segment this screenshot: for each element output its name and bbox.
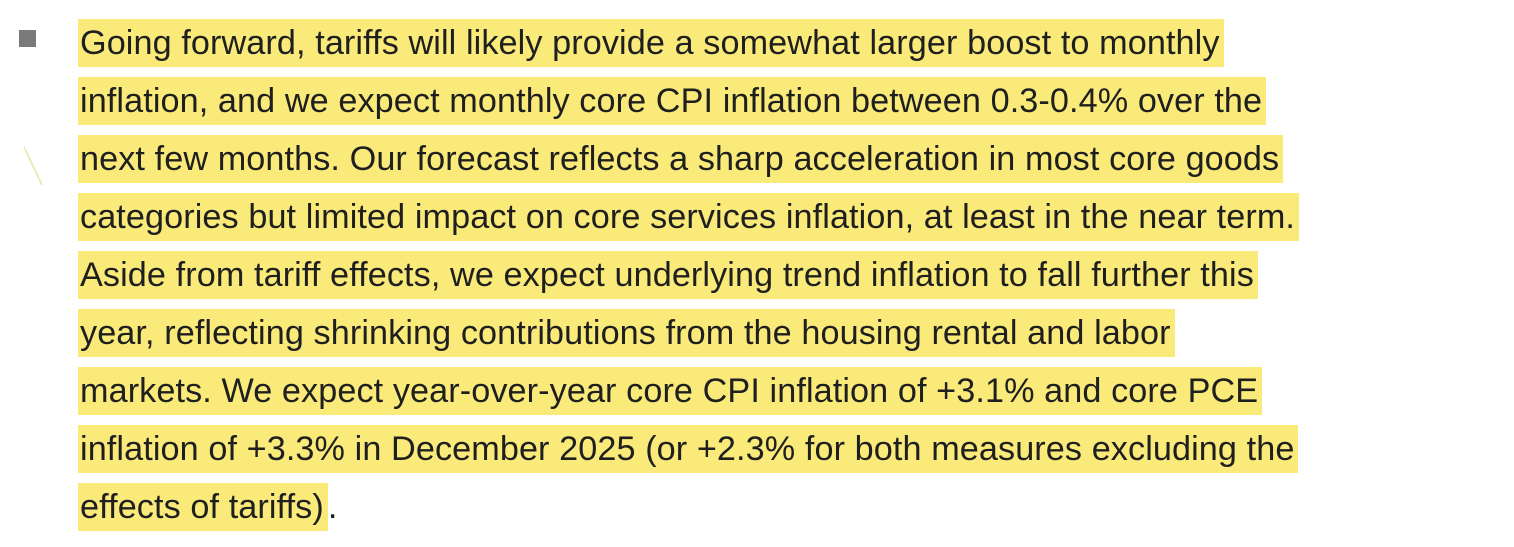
highlighted-paragraph: Going forward, tariffs will likely provi…	[78, 16, 1300, 538]
trailing-period: .	[327, 488, 338, 526]
paragraph-line: markets. We expect year-over-year core C…	[78, 364, 1299, 422]
highlighted-text: next few months. Our forecast reflects a…	[78, 135, 1284, 183]
paragraph-line: next few months. Our forecast reflects a…	[78, 132, 1299, 190]
paragraph-line: Going forward, tariffs will likely provi…	[78, 16, 1299, 74]
highlighted-text: Going forward, tariffs will likely provi…	[78, 19, 1224, 67]
highlighted-text: inflation of +3.3% in December 2025 (or …	[78, 425, 1299, 473]
highlighted-text: effects of tariffs)	[78, 483, 328, 531]
highlighted-text: Aside from tariff effects, we expect und…	[78, 251, 1258, 299]
highlighted-text: markets. We expect year-over-year core C…	[78, 367, 1263, 415]
paragraph-line: year, reflecting shrinking contributions…	[78, 306, 1299, 364]
paragraph-line: categories but limited impact on core se…	[78, 190, 1300, 248]
highlighted-text: inflation, and we expect monthly core CP…	[78, 77, 1267, 125]
paragraph-line: inflation of +3.3% in December 2025 (or …	[78, 422, 1299, 480]
paragraph-line: Aside from tariff effects, we expect und…	[78, 248, 1299, 306]
highlighted-text: categories but limited impact on core se…	[78, 193, 1300, 241]
paragraph-line: inflation, and we expect monthly core CP…	[78, 74, 1299, 132]
highlighted-text: year, reflecting shrinking contributions…	[78, 309, 1175, 357]
paragraph-line: effects of tariffs).	[78, 480, 1299, 538]
stray-pen-mark	[23, 146, 43, 186]
square-bullet-icon	[19, 30, 36, 47]
